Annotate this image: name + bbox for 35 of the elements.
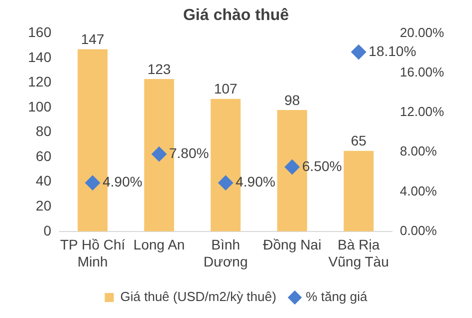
chart-title: Giá chào thuê (183, 7, 289, 24)
y2-tick-label: 8.00% (400, 144, 438, 159)
y2-tick-label: 16.00% (400, 64, 444, 80)
y-tick-label: 20 (36, 197, 52, 214)
y2-tick-label: 0.00% (400, 222, 438, 238)
point (284, 159, 300, 174)
x-tick-label: Bình Dương (204, 236, 248, 270)
bar (344, 150, 374, 232)
y2-tick-label: 20.00% (400, 24, 444, 40)
y2-tick-label: 12.00% (400, 104, 444, 120)
y-tick-label: 160 (28, 24, 52, 40)
y-tick-label: 120 (28, 74, 52, 90)
data-label: 98 (284, 92, 300, 108)
legend-label: Giá thuê (USD/m2/kỳ thuê) (120, 289, 276, 304)
point (152, 146, 167, 162)
data-label: 147 (80, 31, 105, 48)
data-label: 18.10% (368, 42, 416, 59)
y-tick-label: 140 (28, 48, 52, 65)
data-label: 107 (214, 80, 238, 97)
point (218, 175, 234, 190)
y2-tick-label: 4.00% (400, 183, 438, 198)
data-label: 65 (350, 132, 367, 149)
x-tick-label: TP Hồ Chí Minh (60, 236, 126, 270)
y-tick-label: 60 (36, 148, 52, 164)
y-tick-label: 0 (44, 222, 52, 238)
y-tick-label: 100 (28, 98, 52, 114)
point (351, 44, 366, 60)
y-tick-label: 40 (36, 172, 52, 189)
y-tick-label: 80 (36, 123, 52, 140)
data-label: 123 (147, 60, 172, 77)
point (85, 175, 100, 190)
x-tick-label: Đồng Nai (262, 236, 322, 253)
legend-label: % tăng giá (306, 289, 368, 304)
x-tick-label: Bà Rịa Vũng Tàu (328, 236, 389, 270)
x-tick-label: Long An (133, 236, 185, 253)
